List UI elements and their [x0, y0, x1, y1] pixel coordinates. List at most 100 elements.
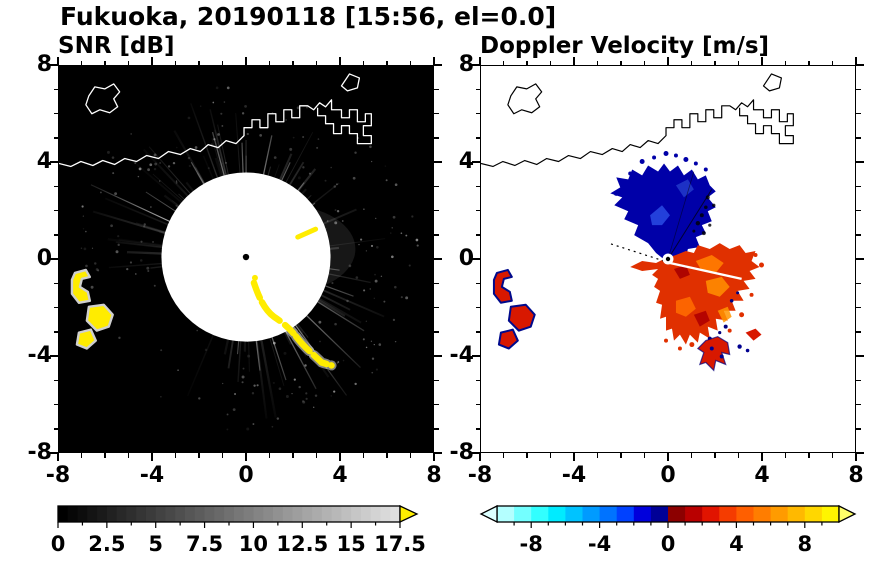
axis-tick [714, 453, 716, 458]
axis-tick [856, 209, 861, 212]
y-tick-label: 4 [36, 149, 52, 174]
axis-tick [856, 64, 864, 66]
axis-tick [53, 379, 58, 381]
axis-tick [856, 161, 864, 163]
axis-tick [53, 282, 58, 284]
axis-tick [620, 60, 622, 65]
axis-tick [433, 57, 435, 65]
axis-tick [856, 137, 861, 139]
velocity-colorbar-tick-label: -4 [587, 532, 612, 556]
axis-tick [434, 185, 439, 187]
axis-tick [526, 60, 528, 65]
axis-tick [761, 57, 763, 65]
axis-tick [620, 453, 622, 458]
axis-tick [479, 453, 481, 461]
axis-tick [472, 64, 480, 66]
axis-tick [434, 403, 439, 406]
axis-tick [808, 453, 810, 458]
axis-tick [856, 331, 861, 333]
x-tick-label: 8 [426, 463, 442, 488]
axis-tick [690, 60, 693, 65]
figure-title: Fukuoka, 20190118 [15:56, el=0.0] [60, 2, 557, 31]
snr-colorbar-tick-label: 5 [148, 532, 164, 556]
axis-tick [856, 452, 864, 454]
axis-tick [104, 60, 106, 65]
axis-tick [475, 209, 480, 212]
x-tick-label: -4 [561, 463, 587, 488]
axis-tick [667, 57, 669, 65]
axis-tick [502, 453, 505, 458]
snr-colorbar-tick-label: 17.5 [374, 532, 426, 556]
axis-tick [573, 57, 575, 65]
y-tick-label: 0 [36, 246, 52, 271]
axis-tick [479, 57, 481, 65]
axis-tick [53, 112, 58, 115]
axis-tick [472, 161, 480, 163]
axis-tick [643, 60, 646, 65]
axis-tick [53, 88, 58, 90]
axis-tick [855, 57, 857, 65]
axis-tick [434, 282, 439, 284]
axis-tick [475, 88, 480, 90]
axis-tick [475, 185, 480, 187]
velocity-colorbar-tick-label: -8 [519, 532, 543, 556]
axis-tick [856, 258, 864, 260]
axis-tick [434, 64, 442, 66]
axis-tick [339, 453, 341, 461]
axis-tick [57, 57, 59, 65]
axis-tick [53, 209, 58, 212]
axis-tick [53, 185, 58, 187]
axis-tick [53, 428, 58, 430]
axis-tick [856, 306, 861, 309]
axis-tick [502, 60, 505, 65]
velocity-colorbar-tick-label: 8 [797, 532, 813, 556]
axis-tick [573, 453, 575, 461]
snr-colorbar-tick-label: 15 [336, 532, 366, 556]
axis-tick [53, 331, 58, 333]
axis-tick [268, 60, 271, 65]
y-tick-label: -8 [27, 440, 52, 465]
axis-tick [475, 112, 480, 115]
axis-tick [151, 57, 153, 65]
axis-tick [80, 60, 83, 65]
axis-tick [475, 282, 480, 284]
axis-tick [315, 453, 318, 458]
axis-tick [409, 60, 412, 65]
axis-tick [475, 234, 480, 236]
axis-tick [643, 453, 646, 458]
axis-tick [526, 453, 528, 458]
axis-tick [434, 355, 442, 357]
velocity-plot [481, 66, 855, 452]
axis-tick [198, 60, 200, 65]
axis-tick [362, 60, 365, 65]
axis-tick [856, 282, 861, 284]
axis-tick [57, 453, 59, 461]
axis-tick [292, 60, 294, 65]
y-tick-label: -4 [27, 343, 52, 368]
axis-tick [667, 453, 669, 461]
axis-tick [596, 60, 599, 65]
axis-tick [386, 60, 388, 65]
axis-tick [784, 60, 787, 65]
axis-tick [53, 306, 58, 309]
axis-tick [434, 428, 439, 430]
x-tick-label: 0 [660, 463, 676, 488]
axis-tick [174, 60, 177, 65]
axis-tick [475, 403, 480, 406]
snr-plot [59, 66, 433, 452]
axis-tick [434, 234, 439, 236]
velocity-colorbar-tick-label: 4 [729, 532, 744, 556]
axis-tick [475, 306, 480, 309]
axis-tick [761, 453, 763, 461]
y-tick-label: 8 [458, 52, 474, 77]
axis-tick [50, 258, 58, 260]
axis-tick [198, 453, 200, 458]
velocity-colorbar-tick-label: 0 [660, 532, 676, 556]
axis-tick [549, 60, 552, 65]
axis-tick [53, 137, 58, 139]
axis-tick [174, 453, 177, 458]
x-tick-label: 4 [754, 463, 770, 488]
axis-tick [434, 306, 439, 309]
axis-tick [856, 355, 864, 357]
